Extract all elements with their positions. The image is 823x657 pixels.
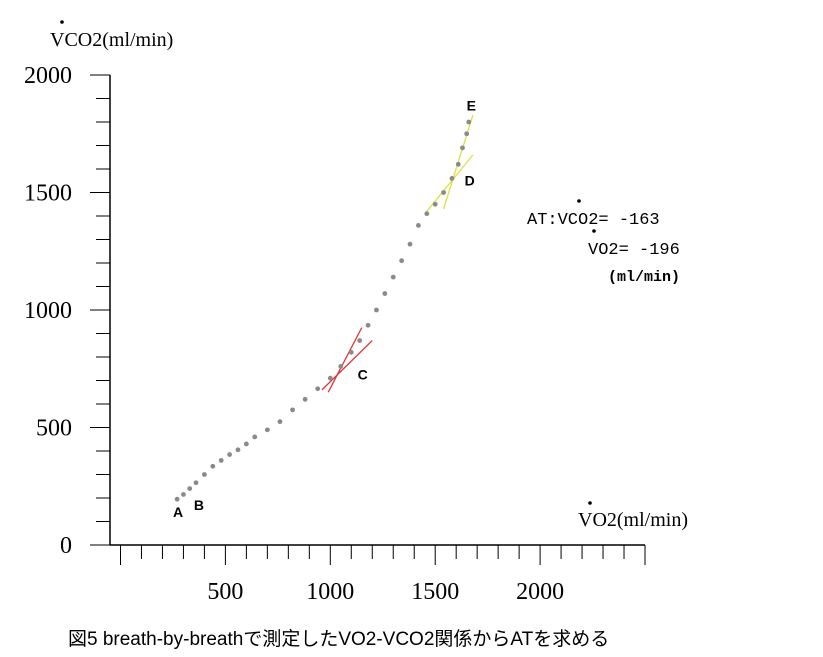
x-tick-label: 1500 bbox=[411, 579, 459, 605]
data-point bbox=[365, 322, 371, 328]
data-point bbox=[348, 349, 354, 355]
data-point bbox=[315, 386, 321, 392]
data-point bbox=[181, 492, 186, 497]
data-point bbox=[432, 201, 438, 207]
data-point bbox=[390, 274, 396, 280]
tangent-line bbox=[426, 154, 474, 212]
tangent-lines bbox=[321, 114, 474, 393]
data-point bbox=[441, 190, 446, 195]
data-point bbox=[174, 496, 180, 502]
data-point bbox=[290, 407, 295, 413]
data-point bbox=[374, 307, 379, 313]
point-label: C bbox=[358, 366, 368, 382]
data-point bbox=[252, 434, 258, 440]
data-point bbox=[193, 480, 199, 486]
figure-caption: 図5 breath-by-breathで測定したVO2-VCO2関係からATを求… bbox=[68, 628, 609, 650]
data-point bbox=[302, 396, 308, 402]
data-point bbox=[235, 447, 241, 453]
y-axis-label-dot bbox=[60, 20, 64, 24]
data-points bbox=[174, 119, 472, 502]
annotation-line-1: AT:VCO2= -163 bbox=[527, 211, 660, 230]
data-point bbox=[416, 223, 421, 228]
data-point bbox=[264, 427, 270, 433]
data-point bbox=[399, 258, 405, 264]
point-label: A bbox=[173, 504, 183, 520]
data-point bbox=[327, 375, 333, 381]
y-tick-label: 2000 bbox=[24, 63, 72, 89]
x-axis-label: VO2(ml/min) bbox=[578, 509, 688, 531]
y-axis-ticks: 0 500 1000 1500 2000 bbox=[24, 63, 110, 559]
tangent-line bbox=[327, 327, 363, 393]
data-point bbox=[357, 338, 363, 343]
point-label: B bbox=[194, 497, 204, 513]
annotation-line-2: VO2= -196 bbox=[588, 241, 680, 260]
x-axis-ticks: 500 1000 1500 2000 bbox=[119, 545, 646, 605]
x-tick-label: 2000 bbox=[516, 579, 564, 605]
annotation-line-2-dot bbox=[592, 229, 596, 233]
data-point bbox=[464, 131, 470, 137]
data-point bbox=[382, 291, 388, 296]
y-axis-label: VCO2(ml/min) bbox=[50, 29, 173, 51]
tangent-line bbox=[321, 340, 373, 391]
data-point bbox=[455, 161, 461, 167]
data-point bbox=[202, 472, 207, 477]
data-point bbox=[449, 176, 455, 181]
data-point bbox=[460, 145, 465, 151]
data-point bbox=[227, 452, 232, 457]
data-point bbox=[424, 211, 430, 217]
annotation-units: (ml/min) bbox=[608, 269, 680, 286]
data-point bbox=[218, 458, 224, 463]
data-point bbox=[210, 463, 216, 469]
data-point bbox=[407, 241, 413, 247]
y-tick-label: 500 bbox=[36, 416, 72, 442]
data-point bbox=[277, 419, 283, 425]
point-label: D bbox=[465, 172, 475, 188]
point-label: E bbox=[467, 97, 476, 113]
data-point bbox=[338, 364, 344, 369]
x-tick-label: 1000 bbox=[306, 579, 354, 605]
y-tick-label: 1500 bbox=[24, 181, 72, 207]
y-tick-label: 0 bbox=[60, 533, 72, 559]
y-tick-label: 1000 bbox=[24, 298, 72, 324]
x-tick-label: 500 bbox=[207, 579, 243, 605]
data-point bbox=[187, 486, 193, 491]
x-axis-label-dot bbox=[588, 501, 592, 505]
point-labels: A B C D E bbox=[173, 97, 476, 520]
data-point bbox=[243, 441, 249, 447]
data-point bbox=[466, 119, 472, 125]
annotation-line-1-dot bbox=[577, 199, 581, 203]
